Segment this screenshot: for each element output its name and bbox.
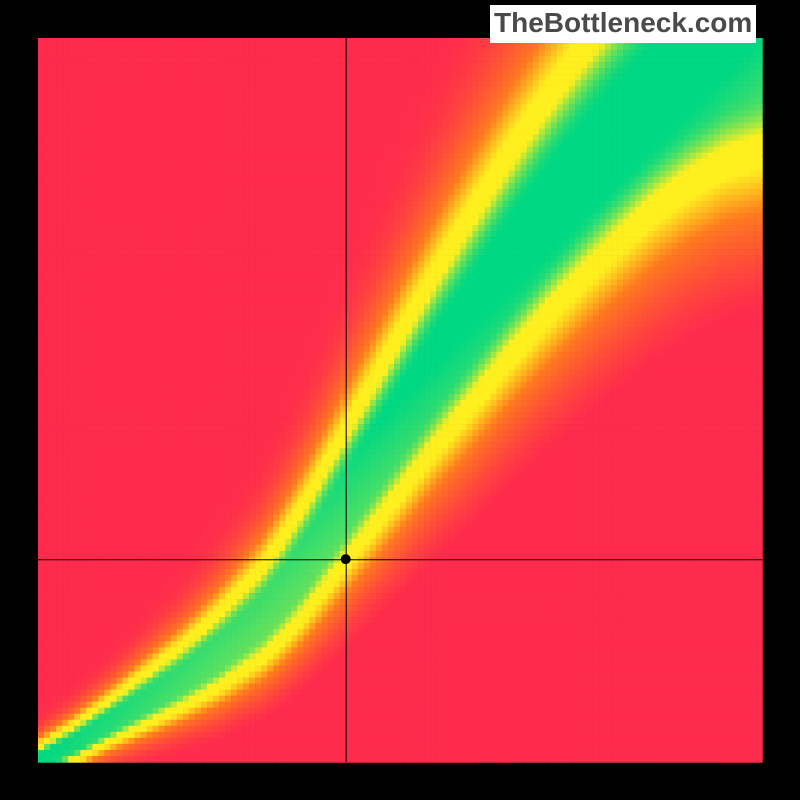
watermark-label: TheBottleneck.com	[490, 5, 756, 43]
chart-stage: TheBottleneck.com	[0, 0, 800, 800]
heatmap-canvas	[0, 0, 800, 800]
